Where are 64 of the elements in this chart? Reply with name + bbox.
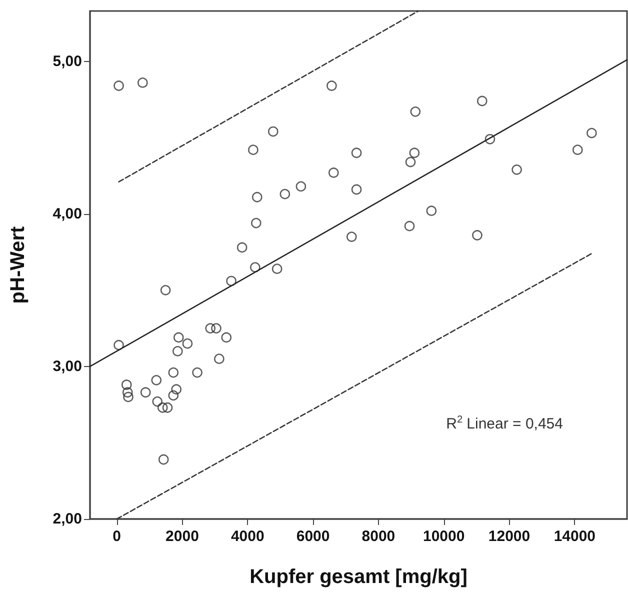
point — [572, 144, 583, 155]
point — [114, 80, 124, 91]
point — [280, 188, 290, 200]
point — [426, 206, 437, 216]
point — [121, 380, 132, 390]
point — [512, 164, 522, 175]
point — [472, 230, 482, 240]
point — [346, 232, 357, 242]
point — [114, 340, 124, 350]
point — [250, 262, 260, 272]
x-axis-title: Kupfer gesamt [mg/kg] — [250, 566, 468, 588]
point — [211, 323, 222, 334]
point — [160, 285, 171, 296]
point — [123, 392, 134, 402]
point — [252, 192, 262, 202]
point — [268, 126, 278, 137]
point — [351, 184, 362, 195]
point — [214, 354, 224, 364]
x-tick-label: 4000 — [230, 528, 264, 545]
y-tick-label: 2,00 — [52, 510, 82, 528]
x-tick-label: 10000 — [423, 528, 465, 545]
point — [158, 454, 169, 465]
x-tick-label: 8000 — [362, 528, 396, 545]
point — [221, 332, 232, 343]
point — [138, 78, 148, 88]
y-tick-label: 3,00 — [52, 358, 82, 375]
x-tick-label: 2000 — [166, 528, 199, 545]
point — [152, 396, 163, 407]
x-tick-label: 0 — [112, 528, 121, 545]
y-tick-label: 4,00 — [52, 205, 82, 222]
point — [162, 402, 173, 413]
point — [168, 390, 179, 401]
point — [140, 387, 151, 398]
point — [328, 168, 339, 178]
point — [192, 367, 202, 378]
point — [122, 387, 133, 398]
point — [405, 156, 416, 168]
point — [476, 96, 488, 106]
point — [173, 332, 184, 343]
point — [484, 134, 496, 144]
point — [236, 242, 248, 253]
point — [157, 402, 168, 413]
point — [182, 338, 193, 349]
point — [205, 323, 216, 334]
point — [226, 276, 236, 286]
point — [586, 128, 597, 138]
point — [272, 264, 282, 274]
y-axis-title: pH-Wert — [7, 226, 29, 304]
point — [296, 181, 306, 192]
point — [168, 367, 179, 378]
point — [151, 375, 162, 386]
point — [326, 80, 337, 91]
point — [409, 148, 420, 158]
y-tick-label: 5,00 — [52, 52, 82, 70]
point — [404, 220, 415, 232]
point — [248, 144, 258, 155]
x-tick-label: 12000 — [488, 528, 530, 545]
point — [410, 106, 421, 117]
point — [172, 346, 183, 356]
x-tick-label: 6000 — [296, 528, 330, 545]
point — [171, 384, 182, 394]
x-tick-label: 14000 — [554, 528, 596, 545]
point — [250, 218, 262, 228]
point — [351, 148, 362, 158]
